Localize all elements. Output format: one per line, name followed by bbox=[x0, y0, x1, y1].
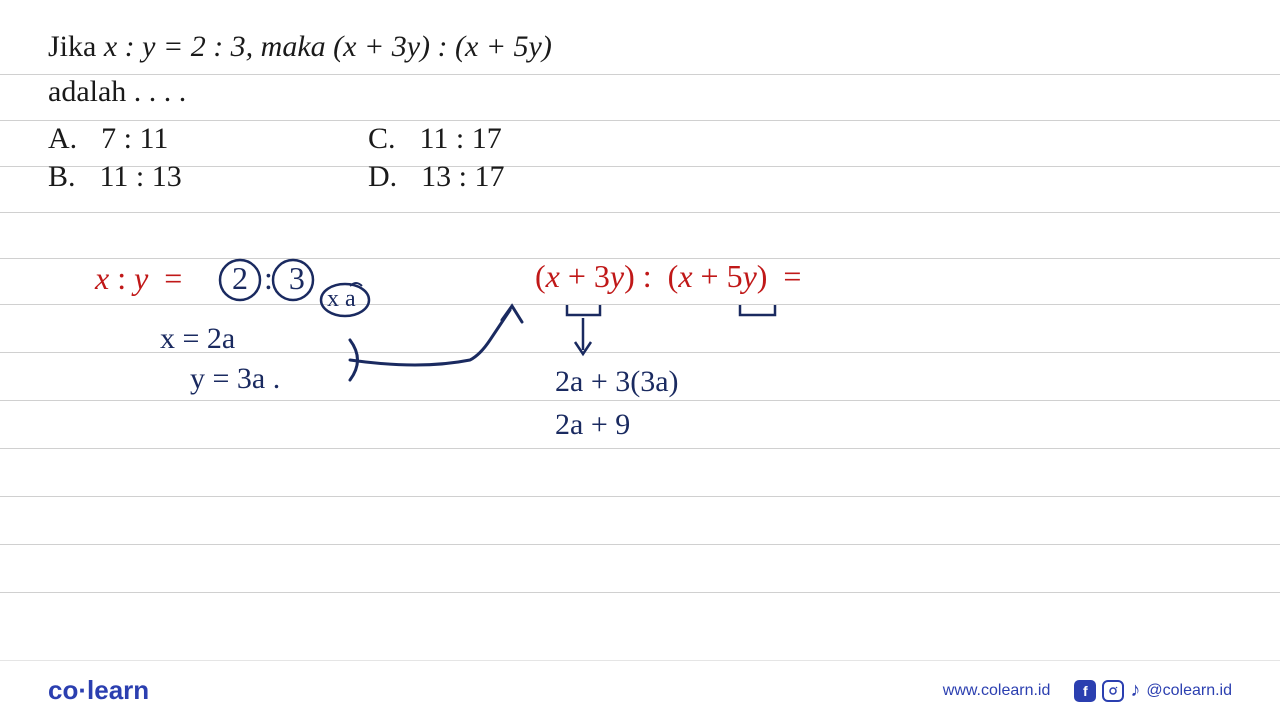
hand-rhs-expr: (x + 3y) : (x + 5y) = bbox=[535, 258, 801, 295]
hand-sub2: 2a + 9 bbox=[555, 408, 630, 442]
instagram-icon bbox=[1102, 680, 1124, 702]
facebook-icon: f bbox=[1074, 680, 1096, 702]
logo-co: co bbox=[48, 675, 78, 705]
tiktok-icon: ♪ bbox=[1130, 680, 1140, 702]
footer-handle: @colearn.id bbox=[1146, 682, 1232, 700]
footer: co·learn www.colearn.id f ♪ @colearn.id bbox=[0, 660, 1280, 720]
footer-url: www.colearn.id bbox=[943, 682, 1051, 700]
hand-sub1: 2a + 3(3a) bbox=[555, 365, 679, 399]
social-icons: f ♪ @colearn.id bbox=[1074, 680, 1232, 702]
annotation-svg bbox=[0, 0, 1280, 720]
footer-right: www.colearn.id f ♪ @colearn.id bbox=[943, 680, 1232, 702]
logo: co·learn bbox=[48, 675, 149, 706]
hand-xa-note: x a bbox=[327, 286, 356, 313]
logo-learn: learn bbox=[87, 675, 149, 705]
hand-x-eq: x = 2a bbox=[160, 322, 235, 356]
hand-y-eq: y = 3a . bbox=[190, 362, 280, 396]
